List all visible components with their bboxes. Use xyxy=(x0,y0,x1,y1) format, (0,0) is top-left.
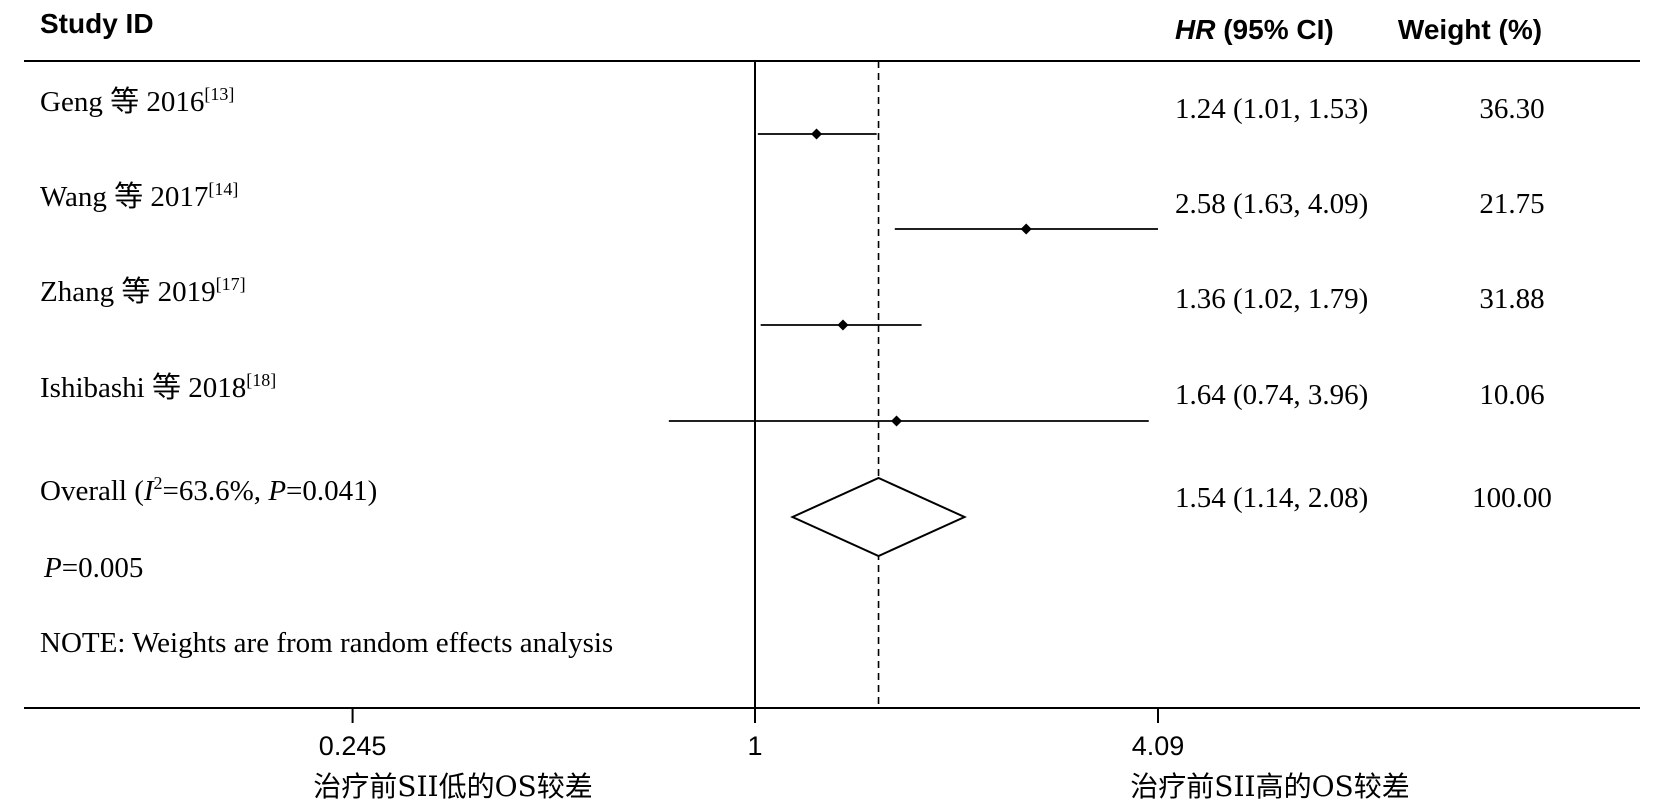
study-weight: 31.88 xyxy=(1479,283,1544,315)
study-weight: 10.06 xyxy=(1479,379,1544,411)
p-value-symbol: P xyxy=(43,552,62,584)
study-ref: [13] xyxy=(204,84,234,104)
x-tick-label: 0.245 xyxy=(319,731,387,761)
study-weight: 36.30 xyxy=(1479,93,1544,125)
x-label-left: 治疗前SII低的OS较差 xyxy=(313,770,592,803)
header-hr-ci: HR (95% CI) xyxy=(1175,14,1334,45)
study-label: Geng 等 2016[13] xyxy=(40,84,234,118)
x-axis-ticks: 0.245 1 4.09 xyxy=(319,708,1184,761)
p-value-label: P=0.005 xyxy=(43,552,143,584)
header-study-id: Study ID xyxy=(40,8,154,39)
header-hr-rest: (95% CI) xyxy=(1215,14,1333,45)
note-text: NOTE: Weights are from random effects an… xyxy=(40,627,613,659)
study-hr-ci: 1.64 (0.74, 3.96) xyxy=(1175,379,1368,411)
study-point-estimate xyxy=(811,128,823,140)
p-value-text: =0.005 xyxy=(62,552,144,584)
study-name: Ishibashi 等 2018 xyxy=(40,371,246,404)
overall-weight: 100.00 xyxy=(1472,482,1552,514)
overall-hr-ci: 1.54 (1.14, 2.08) xyxy=(1175,482,1368,514)
study-point-estimate xyxy=(1020,223,1032,235)
study-rows: Geng 等 2016[13] 1.24 (1.01, 1.53) 36.30 Wan… xyxy=(40,84,1545,427)
study-row: Ishibashi 等 2018[18] 1.64 (0.74, 3.96) 10.… xyxy=(40,370,1545,427)
study-ref: [17] xyxy=(216,274,246,294)
study-name: Geng 等 2016 xyxy=(40,85,204,118)
study-name: Zhang 等 2019 xyxy=(40,275,216,308)
overall-i2-text: =63.6%, xyxy=(163,475,269,507)
study-weight: 21.75 xyxy=(1479,188,1544,220)
study-row: Zhang 等 2019[17] 1.36 (1.02, 1.79) 31.88 xyxy=(40,274,1545,331)
study-label: Zhang 等 2019[17] xyxy=(40,274,246,308)
overall-i2-sup: 2 xyxy=(154,473,163,493)
study-hr-ci: 2.58 (1.63, 4.09) xyxy=(1175,188,1368,220)
study-hr-ci: 1.36 (1.02, 1.79) xyxy=(1175,283,1368,315)
study-ref: [14] xyxy=(208,179,238,199)
study-label: Wang 等 2017[14] xyxy=(40,179,238,213)
overall-p-text: =0.041) xyxy=(286,475,377,507)
study-point-estimate xyxy=(837,319,849,331)
x-tick-label: 1 xyxy=(747,731,762,761)
study-ref: [18] xyxy=(246,370,276,390)
x-tick-label: 4.09 xyxy=(1132,731,1185,761)
header-weight: Weight (%) xyxy=(1398,14,1542,45)
overall-diamond xyxy=(790,476,967,558)
overall-label: Overall (I2=63.6%, P=0.041) xyxy=(40,473,377,507)
study-name: Wang 等 2017 xyxy=(40,180,208,213)
overall-i2-symbol: I xyxy=(143,475,155,507)
header-hr-italic: HR xyxy=(1175,14,1216,45)
study-label: Ishibashi 等 2018[18] xyxy=(40,370,276,404)
study-point-estimate xyxy=(891,415,903,427)
overall-label-prefix: Overall ( xyxy=(40,475,144,507)
study-row: Geng 等 2016[13] 1.24 (1.01, 1.53) 36.30 xyxy=(40,84,1545,140)
study-hr-ci: 1.24 (1.01, 1.53) xyxy=(1175,93,1368,125)
overall-p-symbol: P xyxy=(267,475,286,507)
study-row: Wang 等 2017[14] 2.58 (1.63, 4.09) 21.75 xyxy=(40,179,1545,235)
x-label-right: 治疗前SII高的OS较差 xyxy=(1130,770,1409,803)
